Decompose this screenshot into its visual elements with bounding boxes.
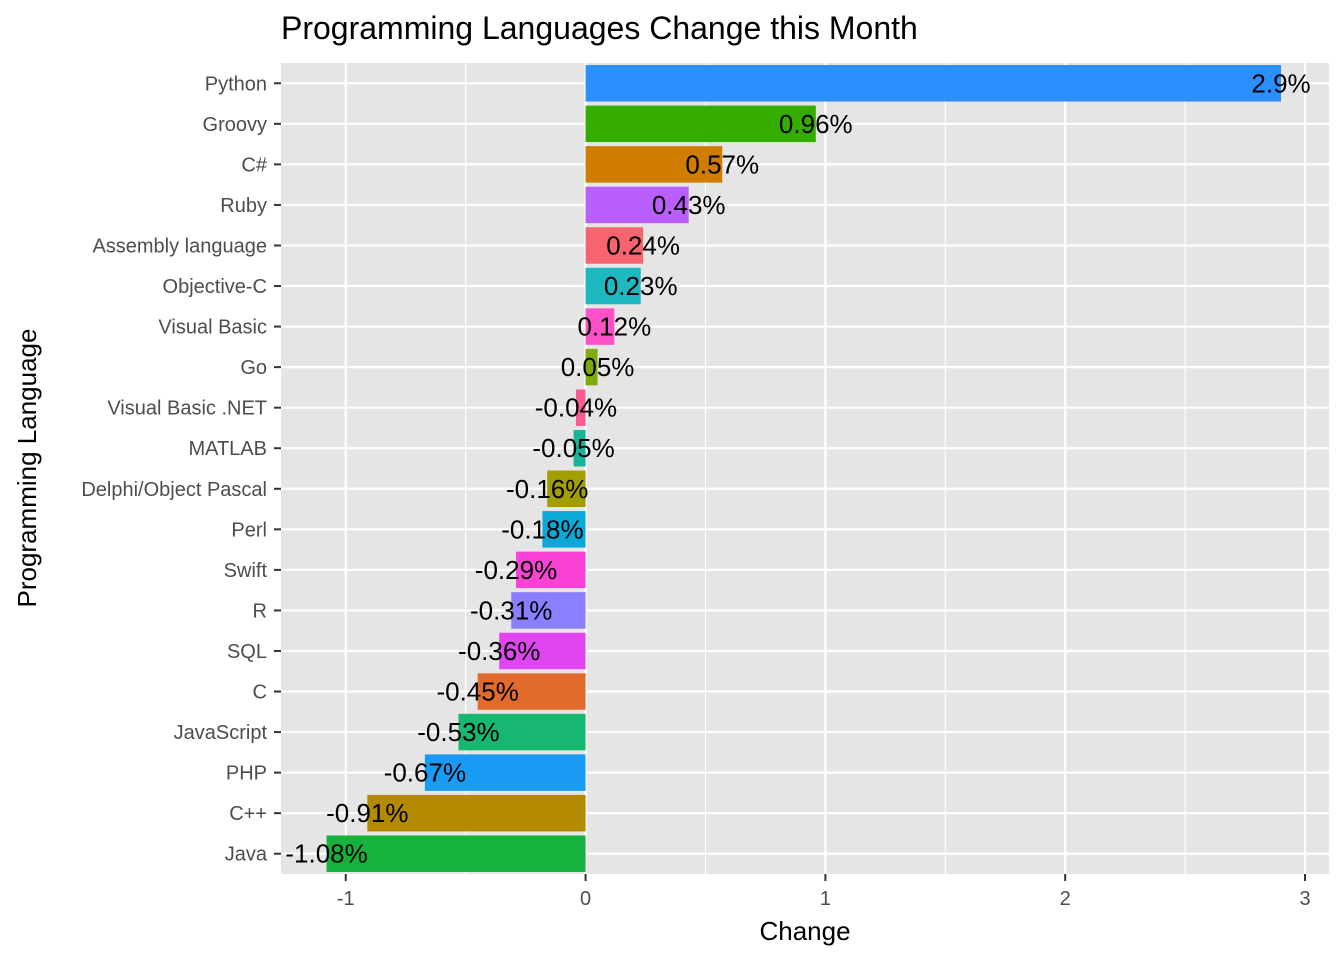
y-tick-label: C# — [241, 154, 267, 176]
data-label: -0.45% — [436, 677, 518, 707]
data-label: 2.9% — [1251, 68, 1310, 98]
data-label: 0.05% — [561, 352, 635, 382]
bar — [575, 389, 586, 426]
data-label: 0.12% — [577, 312, 651, 342]
bar — [326, 835, 586, 872]
data-label: 0.23% — [604, 271, 678, 301]
bar — [585, 348, 598, 386]
bar — [585, 186, 689, 224]
bar — [585, 105, 816, 143]
x-tick-label: 2 — [1060, 888, 1071, 910]
bar — [367, 794, 586, 832]
data-label: -0.31% — [470, 595, 552, 625]
y-tick-label: Objective-C — [163, 276, 267, 298]
chart-title: Programming Languages Change this Month — [281, 10, 918, 46]
y-tick-label: Ruby — [220, 195, 267, 217]
y-tick-label: Java — [225, 844, 268, 866]
data-label: -0.18% — [501, 514, 583, 544]
data-label: -0.04% — [535, 393, 617, 423]
bar — [477, 673, 586, 710]
bar — [542, 511, 586, 548]
y-tick-label: Visual Basic — [158, 317, 267, 339]
axes: Python Groovy C# Ruby Assembly language Objec… — [81, 73, 1310, 910]
data-label: -0.29% — [475, 555, 557, 585]
bar — [573, 429, 586, 467]
bar — [499, 632, 586, 670]
y-tick-label: R — [253, 600, 267, 622]
y-tick-label: C — [253, 682, 267, 704]
y-tick-label: Assembly language — [92, 235, 267, 257]
bar — [458, 713, 586, 751]
bar — [585, 146, 723, 183]
bar — [585, 65, 1282, 102]
x-tick-label: 1 — [820, 888, 831, 910]
data-labels: 2.9% 0.96% 0.57% 0.43% 0.24% 0.23% 0.12% 0.05% -… — [285, 68, 1310, 868]
x-tick-label: 0 — [580, 888, 591, 910]
y-tick-label: SQL — [227, 641, 267, 663]
y-tick-label: Groovy — [203, 114, 267, 136]
x-tick-label: -1 — [337, 888, 355, 910]
data-label: 0.96% — [779, 109, 853, 139]
plot-panel — [281, 63, 1329, 874]
bar — [516, 551, 586, 589]
x-tick-label: 3 — [1299, 888, 1310, 910]
data-label: 0.57% — [685, 149, 759, 179]
data-label: -0.16% — [506, 474, 588, 504]
data-label: -0.05% — [532, 433, 614, 463]
data-label: 0.24% — [606, 230, 680, 260]
data-label: 0.43% — [652, 190, 726, 220]
bar — [585, 267, 641, 305]
x-axis-title: Change — [759, 916, 850, 946]
bar — [585, 227, 644, 264]
y-tick-label: Python — [205, 73, 267, 95]
y-tick-label: Go — [240, 357, 267, 379]
bar — [424, 754, 586, 791]
bar — [511, 592, 586, 629]
bars — [326, 65, 1282, 872]
data-label: -0.67% — [384, 758, 466, 788]
y-tick-label: Perl — [231, 519, 267, 541]
y-tick-label: Delphi/Object Pascal — [81, 479, 267, 501]
bar — [547, 470, 586, 508]
y-tick-label: Visual Basic .NET — [107, 398, 267, 420]
y-tick-label: JavaScript — [174, 722, 268, 744]
bar — [585, 308, 615, 345]
y-tick-label: MATLAB — [188, 438, 267, 460]
y-tick-label: Swift — [224, 560, 268, 582]
y-axis-title: Programming Language — [12, 329, 42, 608]
data-label: -1.08% — [285, 839, 367, 869]
data-label: -0.53% — [417, 717, 499, 747]
data-label: -0.91% — [326, 798, 408, 828]
y-tick-label: PHP — [226, 763, 267, 785]
data-label: -0.36% — [458, 636, 540, 666]
y-tick-label: C++ — [229, 803, 267, 825]
